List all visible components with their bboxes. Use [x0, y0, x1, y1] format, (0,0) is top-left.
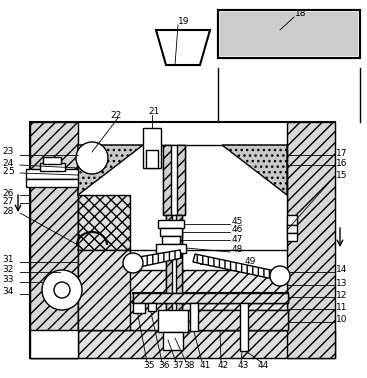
Text: 38: 38: [183, 361, 195, 370]
Bar: [287, 122, 335, 358]
Text: 21: 21: [148, 107, 159, 116]
Bar: [177, 145, 185, 215]
Text: 13: 13: [336, 279, 348, 288]
Bar: [30, 330, 335, 358]
Text: 24: 24: [2, 158, 13, 167]
Bar: [78, 145, 287, 250]
Bar: [240, 303, 248, 351]
Text: 44: 44: [258, 361, 269, 370]
Text: 23: 23: [2, 147, 13, 156]
Bar: [218, 10, 360, 58]
Bar: [163, 145, 171, 215]
Bar: [287, 233, 297, 241]
Text: 42: 42: [218, 361, 229, 370]
Polygon shape: [78, 270, 287, 330]
Text: 33: 33: [2, 276, 14, 285]
Bar: [133, 293, 288, 303]
Text: 14: 14: [336, 265, 348, 274]
Polygon shape: [78, 145, 143, 195]
Text: 35: 35: [143, 361, 155, 370]
Bar: [193, 310, 288, 330]
Text: 41: 41: [200, 361, 211, 370]
Text: 17: 17: [336, 149, 348, 158]
Text: 18: 18: [295, 9, 306, 19]
Bar: [43, 157, 61, 164]
Circle shape: [270, 266, 290, 286]
Text: 11: 11: [336, 302, 348, 311]
Text: 48: 48: [232, 245, 243, 254]
Polygon shape: [156, 30, 210, 65]
Text: 34: 34: [2, 288, 13, 296]
Bar: [78, 250, 130, 330]
Circle shape: [54, 282, 70, 298]
Bar: [30, 122, 78, 358]
Bar: [163, 145, 185, 215]
Bar: [146, 150, 158, 168]
Circle shape: [42, 270, 82, 310]
Bar: [287, 225, 297, 233]
Text: 10: 10: [336, 316, 348, 324]
Bar: [40, 163, 65, 171]
Bar: [158, 220, 184, 228]
Bar: [218, 10, 360, 58]
Bar: [160, 228, 182, 236]
Bar: [176, 215, 182, 335]
Text: 43: 43: [238, 361, 249, 370]
Bar: [78, 195, 130, 250]
Text: 46: 46: [232, 226, 243, 234]
Text: 32: 32: [2, 265, 13, 274]
Text: 19: 19: [178, 17, 189, 26]
Bar: [166, 215, 182, 335]
Text: 36: 36: [158, 361, 170, 370]
Bar: [26, 169, 78, 179]
Bar: [166, 215, 172, 335]
Text: 22: 22: [110, 110, 121, 119]
Bar: [190, 303, 198, 331]
Bar: [148, 303, 156, 311]
Polygon shape: [193, 254, 280, 280]
Bar: [163, 332, 183, 350]
Text: 49: 49: [245, 257, 257, 266]
Text: 26: 26: [2, 189, 13, 197]
Bar: [287, 215, 297, 225]
Polygon shape: [133, 250, 182, 268]
Text: 47: 47: [232, 234, 243, 243]
Bar: [133, 303, 145, 313]
Bar: [220, 12, 358, 56]
Text: 27: 27: [2, 197, 13, 206]
Text: 2: 2: [2, 167, 8, 177]
Bar: [133, 293, 288, 303]
Text: 16: 16: [336, 158, 348, 167]
Bar: [162, 236, 180, 244]
Text: 31: 31: [2, 256, 14, 265]
Bar: [26, 179, 78, 187]
Polygon shape: [222, 145, 287, 195]
Circle shape: [123, 253, 143, 273]
Bar: [158, 310, 188, 332]
Bar: [30, 330, 78, 358]
Text: 37: 37: [172, 361, 184, 370]
Text: 12: 12: [336, 291, 348, 299]
Text: 15: 15: [336, 170, 348, 180]
Circle shape: [76, 142, 108, 174]
Text: 28: 28: [2, 208, 13, 217]
Text: 5: 5: [8, 167, 14, 177]
Bar: [143, 128, 161, 168]
Bar: [193, 310, 288, 330]
Text: 45: 45: [232, 217, 243, 226]
Bar: [30, 122, 335, 358]
Bar: [156, 244, 186, 253]
